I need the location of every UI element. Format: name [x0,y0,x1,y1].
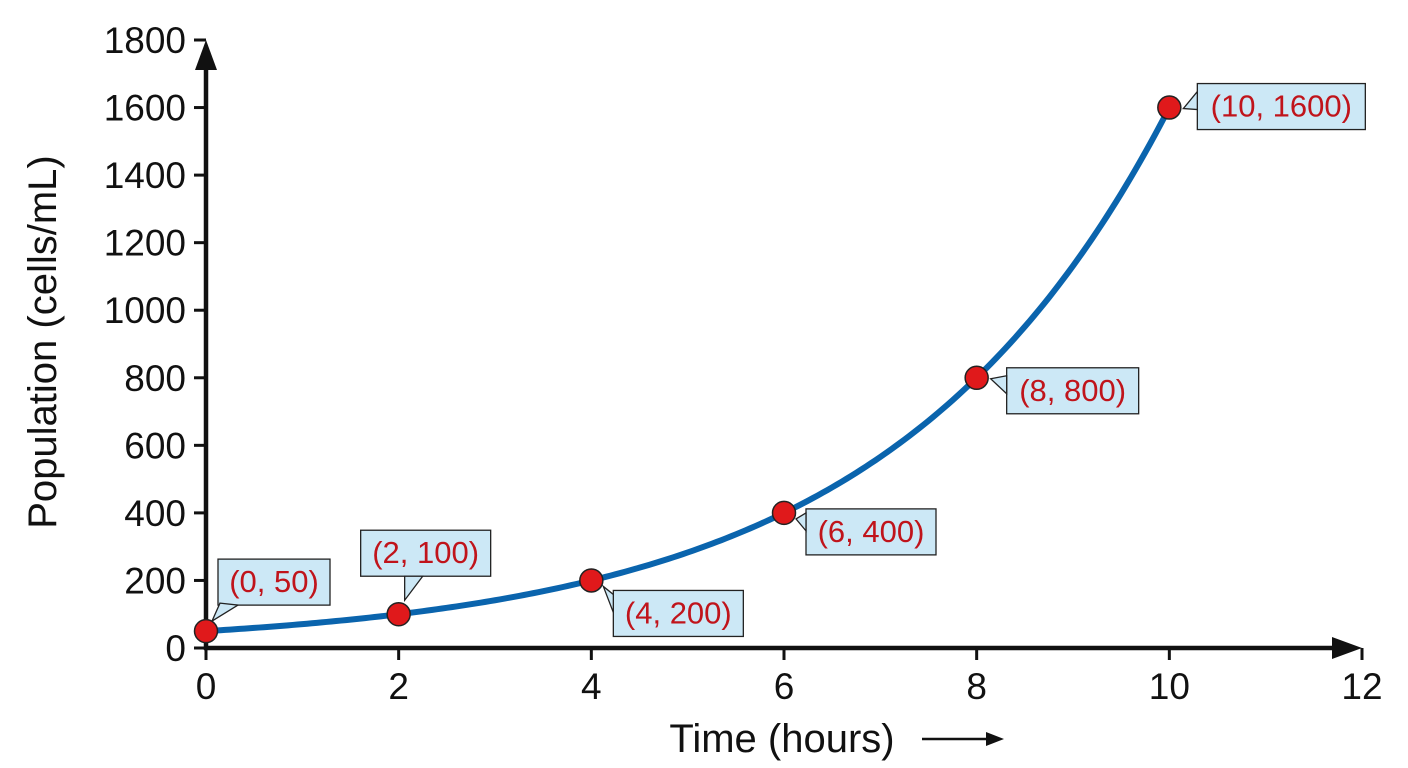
data-point [964,365,989,391]
y-tick-label: 0 [165,628,186,669]
callout-box [217,558,331,606]
point-label: (0, 50) [229,564,319,599]
point-label: (6, 400) [818,514,925,549]
callout-box [612,589,744,638]
point-callout: (10, 1600) [1182,82,1366,131]
point-label: (10, 1600) [1211,89,1352,124]
y-tick-label: 200 [124,560,186,601]
y-tick-label: 600 [124,425,186,466]
x-tick-label: 10 [1149,666,1190,707]
y-tick-label: 1000 [104,290,186,331]
y-tick-label: 1400 [104,155,186,196]
x-tick-label: 0 [196,666,217,707]
y-tick-label: 1200 [104,223,186,264]
point-callout: (0, 50) [210,558,331,623]
y-ticks: 0 200 400 600 800 1000 1200 1400 1600 1800 [104,20,206,669]
axes [195,40,1362,659]
callout-pointer [601,584,614,613]
point-callout: (2, 100) [360,529,492,603]
point-label: (2, 100) [372,535,479,570]
point-label: (4, 200) [625,595,732,630]
callout-pointer [795,511,807,533]
x-tick-label: 6 [774,666,795,707]
point-callout: (8, 800) [989,367,1140,415]
x-tick-label: 12 [1341,666,1382,707]
data-point [386,601,411,627]
y-tick-label: 1600 [104,88,186,129]
point-callouts: (0, 50) (2, 100) (4, 200) (6, 400) (8, 800) (… [210,82,1366,638]
x-axis-title: Time (hours) [669,717,894,761]
callout-box [1006,367,1140,415]
data-point [1157,95,1182,120]
point-label: (8, 800) [1019,373,1126,408]
x-ticks: 0 2 4 6 8 10 12 [196,648,1383,707]
point-callout: (6, 400) [795,508,937,556]
data-point [771,500,797,526]
data-point [193,618,219,644]
callout-box [360,529,492,577]
x-tick-label: 2 [388,666,409,707]
x-tick-label: 8 [966,666,987,707]
x-tick-label: 4 [581,666,602,707]
data-point [579,568,604,593]
callout-box [805,508,937,556]
callout-pointer [1182,89,1198,111]
y-tick-label: 1800 [104,20,186,61]
callout-box [1196,82,1366,131]
growth-curve-line [203,104,1173,635]
callout-pointer [210,602,240,623]
x-axis-direction-arrow-icon [922,732,1004,746]
y-tick-label: 800 [124,358,186,399]
callout-pointer [989,374,1008,396]
callout-pointer [404,575,424,603]
y-axis-arrowhead [195,40,217,70]
y-tick-label: 400 [124,493,186,534]
point-callout: (4, 200) [601,584,744,638]
data-points [193,95,1182,644]
x-axis-arrowhead [1332,637,1362,659]
y-axis-title: Population (cells/mL) [21,155,65,529]
